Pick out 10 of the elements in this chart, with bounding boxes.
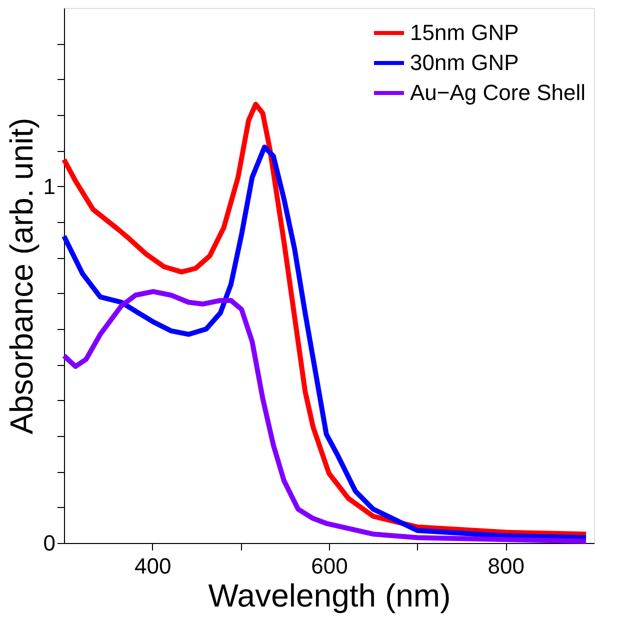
x-tick-label: 600 (311, 554, 348, 578)
y-tick-label: 1 (43, 174, 56, 199)
legend-label: 30nm GNP (410, 50, 519, 75)
x-axis-title: Wavelength (nm) (208, 578, 451, 614)
x-tick-label: 800 (488, 554, 525, 578)
x-tick-label: 400 (134, 554, 172, 578)
legend-label: 15nm GNP (410, 20, 519, 45)
y-axis-title: Absorbance (arb. unit) (3, 118, 40, 434)
legend-label: Au−Ag Core Shell (410, 80, 586, 105)
y-tick-label: 0 (43, 530, 56, 556)
